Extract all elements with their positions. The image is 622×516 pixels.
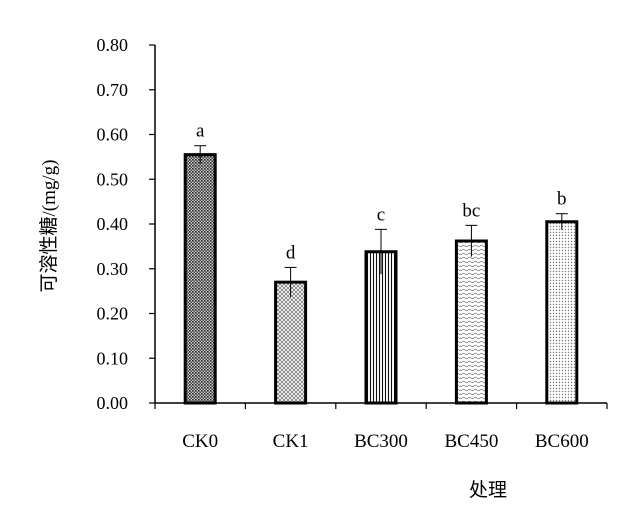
bar-group: b BC600 (535, 189, 589, 452)
y-tick-label: 0.60 (97, 125, 129, 145)
bar (183, 153, 217, 405)
y-tick-label: 0.00 (97, 393, 129, 413)
x-axis-label: 处理 (469, 479, 507, 501)
x-tick-label: BC300 (354, 431, 408, 452)
y-tick-label: 0.30 (97, 259, 129, 279)
significance-letter: c (377, 204, 385, 225)
x-tick-label: BC600 (535, 431, 589, 452)
bar-group: c BC300 (354, 204, 408, 452)
bar-group: bc BC450 (444, 200, 498, 452)
y-tick-label: 0.50 (97, 169, 129, 189)
significance-letter: bc (462, 200, 480, 221)
x-tick-label: CK1 (273, 431, 309, 452)
bar (274, 280, 308, 405)
x-tick-label: CK0 (182, 431, 218, 452)
y-axis-ticks: 0.00 0.10 0.20 0.30 0.40 0.50 0.60 0.70 0.80 (97, 35, 155, 413)
x-tick-label: BC450 (444, 431, 498, 452)
y-axis-label: 可溶性糖/(mg/g) (38, 160, 60, 293)
bar (545, 220, 579, 405)
y-tick-label: 0.70 (97, 80, 129, 100)
y-tick-label: 0.40 (97, 214, 129, 234)
y-tick-label: 0.10 (97, 348, 129, 368)
y-tick-label: 0.80 (97, 35, 129, 55)
significance-letter: b (557, 189, 567, 210)
significance-letter: d (286, 242, 296, 263)
significance-letter: a (196, 121, 205, 142)
y-tick-label: 0.20 (97, 304, 129, 324)
bar (364, 250, 398, 405)
x-axis-ticks (154, 403, 608, 409)
bar (454, 239, 488, 405)
bar-group: d CK1 (273, 242, 309, 452)
